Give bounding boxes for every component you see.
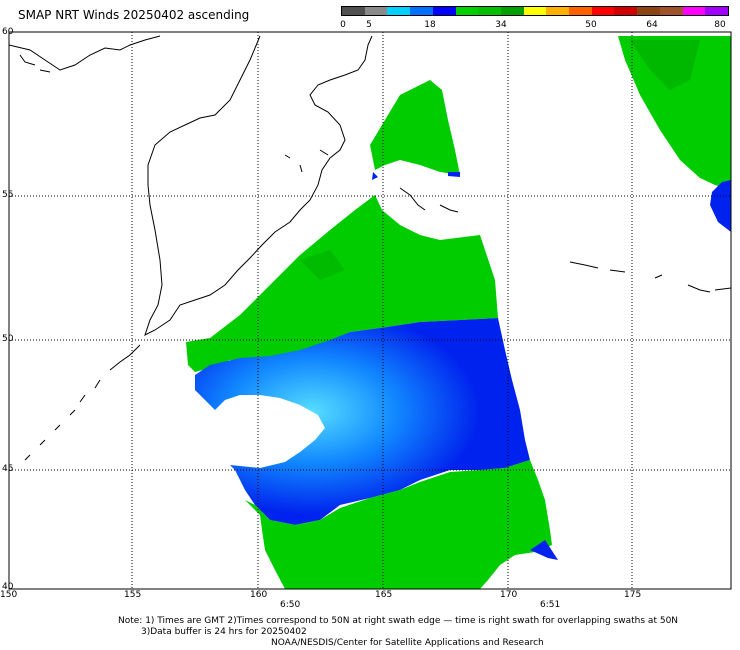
coastline-commander-islands xyxy=(399,187,459,213)
wind-speed-colorbar xyxy=(341,6,729,16)
swath-north-blue xyxy=(372,172,460,180)
lat-label-60: 60 xyxy=(2,27,14,37)
colorbar-segment xyxy=(500,7,524,15)
colorbar-segment xyxy=(637,7,660,15)
colorbar-segment xyxy=(591,7,615,15)
lat-label-55: 55 xyxy=(2,190,14,200)
colorbar-segment xyxy=(659,7,683,15)
swath-ne-green xyxy=(618,36,731,190)
swath-north-green xyxy=(370,80,460,175)
swath-time-2: 6:51 xyxy=(540,600,561,610)
coastline-small-islands xyxy=(19,54,329,173)
colorbar-segment xyxy=(432,7,456,15)
swath-main-blue-tip xyxy=(530,540,558,560)
colorbar-label-5: 5 xyxy=(366,20,372,30)
swath-main-green-lower xyxy=(245,460,552,589)
map-border xyxy=(8,31,732,590)
swath-ne-darkgreen xyxy=(630,40,700,90)
swath-main-green-upper xyxy=(186,195,498,372)
colorbar-label-50: 50 xyxy=(585,20,597,30)
lat-label-45: 45 xyxy=(2,464,14,474)
lon-label-165: 165 xyxy=(375,590,393,600)
swath-time-1: 6:50 xyxy=(280,600,301,610)
colorbar-segment xyxy=(614,7,638,15)
colorbar-segment xyxy=(546,7,570,15)
lon-label-150: 150 xyxy=(0,590,18,600)
colorbar-label-0: 0 xyxy=(340,20,346,30)
swath-ne-blue xyxy=(710,180,731,232)
colorbar-label-34: 34 xyxy=(495,20,507,30)
colorbar-segment xyxy=(705,7,728,15)
colorbar-segment xyxy=(523,7,547,15)
lon-label-170: 170 xyxy=(500,590,518,600)
coastline-aleutians xyxy=(569,261,731,293)
colorbar-segment xyxy=(364,7,388,15)
colorbar-label-64: 64 xyxy=(646,20,658,30)
lat-label-50: 50 xyxy=(2,334,14,344)
colorbar-segment xyxy=(342,7,365,15)
lat-label-40: 40 xyxy=(2,582,14,592)
graticule xyxy=(9,32,731,589)
colorbar-segment xyxy=(387,7,411,15)
lon-label-160: 160 xyxy=(250,590,268,600)
colorbar-segment xyxy=(455,7,479,15)
swath-main-blue xyxy=(195,318,530,525)
note-line-3: NOAA/NESDIS/Center for Satellite Applica… xyxy=(271,638,544,648)
colorbar-segment xyxy=(478,7,501,15)
map-title: SMAP NRT Winds 20250402 ascending xyxy=(18,8,250,22)
lon-label-155: 155 xyxy=(124,590,142,600)
coastline-kamchatka xyxy=(144,35,373,336)
colorbar-segment xyxy=(682,7,706,15)
colorbar-segment xyxy=(569,7,592,15)
coastline-kuril-islands xyxy=(24,344,141,461)
colorbar-label-80: 80 xyxy=(714,20,726,30)
coastline-sea-of-okhotsk xyxy=(9,35,161,71)
lon-label-175: 175 xyxy=(624,590,642,600)
swath-main-darkgreen xyxy=(300,250,345,280)
colorbar-label-18: 18 xyxy=(424,20,436,30)
note-line-2: 3)Data buffer is 24 hrs for 20250402 xyxy=(141,627,307,637)
colorbar-segment xyxy=(410,7,433,15)
note-line-1: Note: 1) Times are GMT 2)Times correspon… xyxy=(118,616,679,626)
